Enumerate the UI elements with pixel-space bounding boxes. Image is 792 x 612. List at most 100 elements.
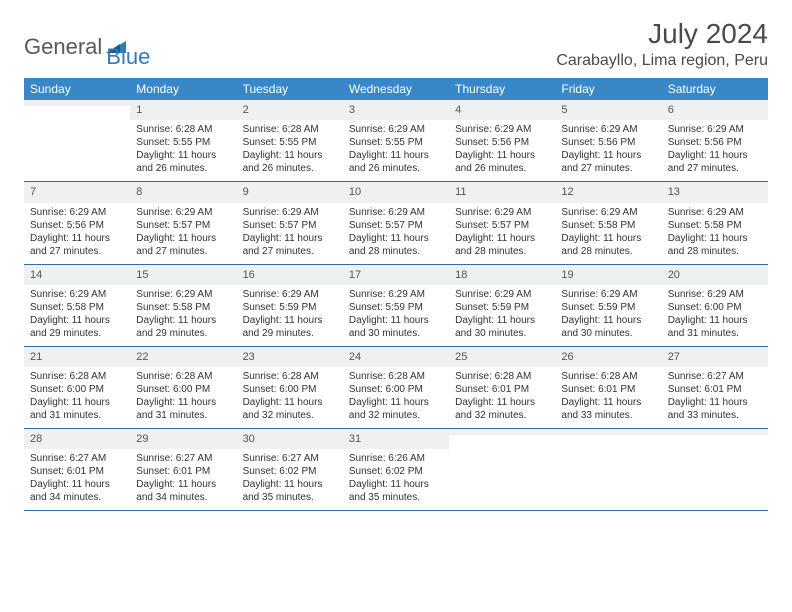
daylight-text: Daylight: 11 hours and 29 minutes. bbox=[30, 314, 124, 340]
day-details: Sunrise: 6:29 AMSunset: 5:58 PMDaylight:… bbox=[130, 285, 236, 346]
sunrise-text: Sunrise: 6:28 AM bbox=[243, 123, 337, 136]
day-details: Sunrise: 6:28 AMSunset: 6:00 PMDaylight:… bbox=[343, 367, 449, 428]
sunset-text: Sunset: 6:01 PM bbox=[455, 383, 549, 396]
sunrise-text: Sunrise: 6:27 AM bbox=[668, 370, 762, 383]
day-cell: 20Sunrise: 6:29 AMSunset: 6:00 PMDayligh… bbox=[662, 265, 768, 346]
day-number-row: 16 bbox=[237, 265, 343, 285]
day-number-row: 21 bbox=[24, 347, 130, 367]
day-number-row: 1 bbox=[130, 100, 236, 120]
day-number: 11 bbox=[455, 186, 466, 198]
day-number: 3 bbox=[349, 104, 355, 116]
day-cell: 4Sunrise: 6:29 AMSunset: 5:56 PMDaylight… bbox=[449, 100, 555, 181]
sunrise-text: Sunrise: 6:27 AM bbox=[30, 452, 124, 465]
day-cell: 14Sunrise: 6:29 AMSunset: 5:58 PMDayligh… bbox=[24, 265, 130, 346]
daylight-text: Daylight: 11 hours and 34 minutes. bbox=[30, 478, 124, 504]
daylight-text: Daylight: 11 hours and 29 minutes. bbox=[243, 314, 337, 340]
day-details: Sunrise: 6:29 AMSunset: 5:59 PMDaylight:… bbox=[343, 285, 449, 346]
daylight-text: Daylight: 11 hours and 28 minutes. bbox=[349, 232, 443, 258]
day-number: 26 bbox=[561, 351, 573, 363]
day-details: Sunrise: 6:29 AMSunset: 5:55 PMDaylight:… bbox=[343, 120, 449, 181]
week-row: 1Sunrise: 6:28 AMSunset: 5:55 PMDaylight… bbox=[24, 100, 768, 182]
day-details: Sunrise: 6:27 AMSunset: 6:02 PMDaylight:… bbox=[237, 449, 343, 510]
day-number-row: 27 bbox=[662, 347, 768, 367]
day-details bbox=[449, 435, 555, 493]
sunrise-text: Sunrise: 6:28 AM bbox=[136, 370, 230, 383]
sunset-text: Sunset: 5:57 PM bbox=[136, 219, 230, 232]
day-details: Sunrise: 6:27 AMSunset: 6:01 PMDaylight:… bbox=[24, 449, 130, 510]
day-number-row: 8 bbox=[130, 182, 236, 202]
day-number-row: 25 bbox=[449, 347, 555, 367]
sunrise-text: Sunrise: 6:29 AM bbox=[561, 123, 655, 136]
day-number-row: 2 bbox=[237, 100, 343, 120]
sunrise-text: Sunrise: 6:29 AM bbox=[30, 206, 124, 219]
day-cell: 1Sunrise: 6:28 AMSunset: 5:55 PMDaylight… bbox=[130, 100, 236, 181]
day-details: Sunrise: 6:28 AMSunset: 6:00 PMDaylight:… bbox=[24, 367, 130, 428]
sunrise-text: Sunrise: 6:29 AM bbox=[136, 206, 230, 219]
day-number: 8 bbox=[136, 186, 142, 198]
day-number: 15 bbox=[136, 269, 148, 281]
daylight-text: Daylight: 11 hours and 27 minutes. bbox=[30, 232, 124, 258]
day-number: 30 bbox=[243, 433, 255, 445]
day-details: Sunrise: 6:28 AMSunset: 6:00 PMDaylight:… bbox=[237, 367, 343, 428]
day-cell: 3 Sunrise: 6:29 AMSunset: 5:55 PMDaylight… bbox=[343, 100, 449, 181]
day-cell: 6Sunrise: 6:29 AMSunset: 5:56 PMDaylight… bbox=[662, 100, 768, 181]
day-details: Sunrise: 6:26 AMSunset: 6:02 PMDaylight:… bbox=[343, 449, 449, 510]
week-row: 14Sunrise: 6:29 AMSunset: 5:58 PMDayligh… bbox=[24, 265, 768, 347]
day-number: 19 bbox=[561, 269, 573, 281]
day-details bbox=[24, 106, 130, 164]
day-details: Sunrise: 6:28 AMSunset: 5:55 PMDaylight:… bbox=[130, 120, 236, 181]
daylight-text: Daylight: 11 hours and 31 minutes. bbox=[30, 396, 124, 422]
daylight-text: Daylight: 11 hours and 30 minutes. bbox=[349, 314, 443, 340]
day-number: 23 bbox=[243, 351, 255, 363]
weekday-header: Friday bbox=[555, 78, 661, 100]
sunset-text: Sunset: 5:55 PM bbox=[349, 136, 443, 149]
day-number: 29 bbox=[136, 433, 148, 445]
sunset-text: Sunset: 6:01 PM bbox=[561, 383, 655, 396]
day-cell: 12 Sunrise: 6:29 AMSunset: 5:58 PMDayligh… bbox=[555, 182, 661, 263]
daylight-text: Daylight: 11 hours and 26 minutes. bbox=[455, 149, 549, 175]
sunset-text: Sunset: 5:56 PM bbox=[455, 136, 549, 149]
sunrise-text: Sunrise: 6:29 AM bbox=[349, 123, 443, 136]
day-details: Sunrise: 6:28 AMSunset: 6:01 PMDaylight:… bbox=[555, 367, 661, 428]
day-cell: 15 Sunrise: 6:29 AMSunset: 5:58 PMDayligh… bbox=[130, 265, 236, 346]
day-number: 2 bbox=[243, 104, 249, 116]
day-details: Sunrise: 6:29 AMSunset: 5:58 PMDaylight:… bbox=[555, 203, 661, 264]
day-details: Sunrise: 6:28 AMSunset: 6:01 PMDaylight:… bbox=[449, 367, 555, 428]
sunrise-text: Sunrise: 6:29 AM bbox=[243, 288, 337, 301]
sunset-text: Sunset: 6:02 PM bbox=[243, 465, 337, 478]
logo-text-general: General bbox=[24, 34, 102, 60]
daylight-text: Daylight: 11 hours and 32 minutes. bbox=[455, 396, 549, 422]
day-details: Sunrise: 6:29 AMSunset: 5:59 PMDaylight:… bbox=[555, 285, 661, 346]
sunrise-text: Sunrise: 6:29 AM bbox=[455, 206, 549, 219]
day-number: 12 bbox=[561, 186, 573, 198]
daylight-text: Daylight: 11 hours and 35 minutes. bbox=[349, 478, 443, 504]
daylight-text: Daylight: 11 hours and 27 minutes. bbox=[561, 149, 655, 175]
day-cell: 23 Sunrise: 6:28 AMSunset: 6:00 PMDayligh… bbox=[237, 347, 343, 428]
day-cell bbox=[449, 429, 555, 510]
day-number: 28 bbox=[30, 433, 42, 445]
week-row: 21Sunrise: 6:28 AMSunset: 6:00 PMDayligh… bbox=[24, 347, 768, 429]
sunset-text: Sunset: 5:57 PM bbox=[455, 219, 549, 232]
day-details: Sunrise: 6:29 AMSunset: 5:56 PMDaylight:… bbox=[449, 120, 555, 181]
sunset-text: Sunset: 6:02 PM bbox=[349, 465, 443, 478]
day-cell: 16Sunrise: 6:29 AMSunset: 5:59 PMDayligh… bbox=[237, 265, 343, 346]
weekday-header: Sunday bbox=[24, 78, 130, 100]
daylight-text: Daylight: 11 hours and 28 minutes. bbox=[455, 232, 549, 258]
day-cell: 5 Sunrise: 6:29 AMSunset: 5:56 PMDaylight… bbox=[555, 100, 661, 181]
day-number-row: 7 bbox=[24, 182, 130, 202]
weekday-header: Thursday bbox=[449, 78, 555, 100]
day-number-row: 17 bbox=[343, 265, 449, 285]
day-number-row: 6 bbox=[662, 100, 768, 120]
day-cell: 21Sunrise: 6:28 AMSunset: 6:00 PMDayligh… bbox=[24, 347, 130, 428]
weekday-header: Tuesday bbox=[237, 78, 343, 100]
day-details: Sunrise: 6:29 AMSunset: 5:56 PMDaylight:… bbox=[555, 120, 661, 181]
day-number-row: 23 bbox=[237, 347, 343, 367]
sunset-text: Sunset: 5:58 PM bbox=[136, 301, 230, 314]
day-details bbox=[662, 435, 768, 493]
day-number: 13 bbox=[668, 186, 680, 198]
day-number: 5 bbox=[561, 104, 567, 116]
day-number-row: 5 bbox=[555, 100, 661, 120]
sunset-text: Sunset: 5:55 PM bbox=[243, 136, 337, 149]
sunset-text: Sunset: 6:00 PM bbox=[136, 383, 230, 396]
sunrise-text: Sunrise: 6:28 AM bbox=[349, 370, 443, 383]
